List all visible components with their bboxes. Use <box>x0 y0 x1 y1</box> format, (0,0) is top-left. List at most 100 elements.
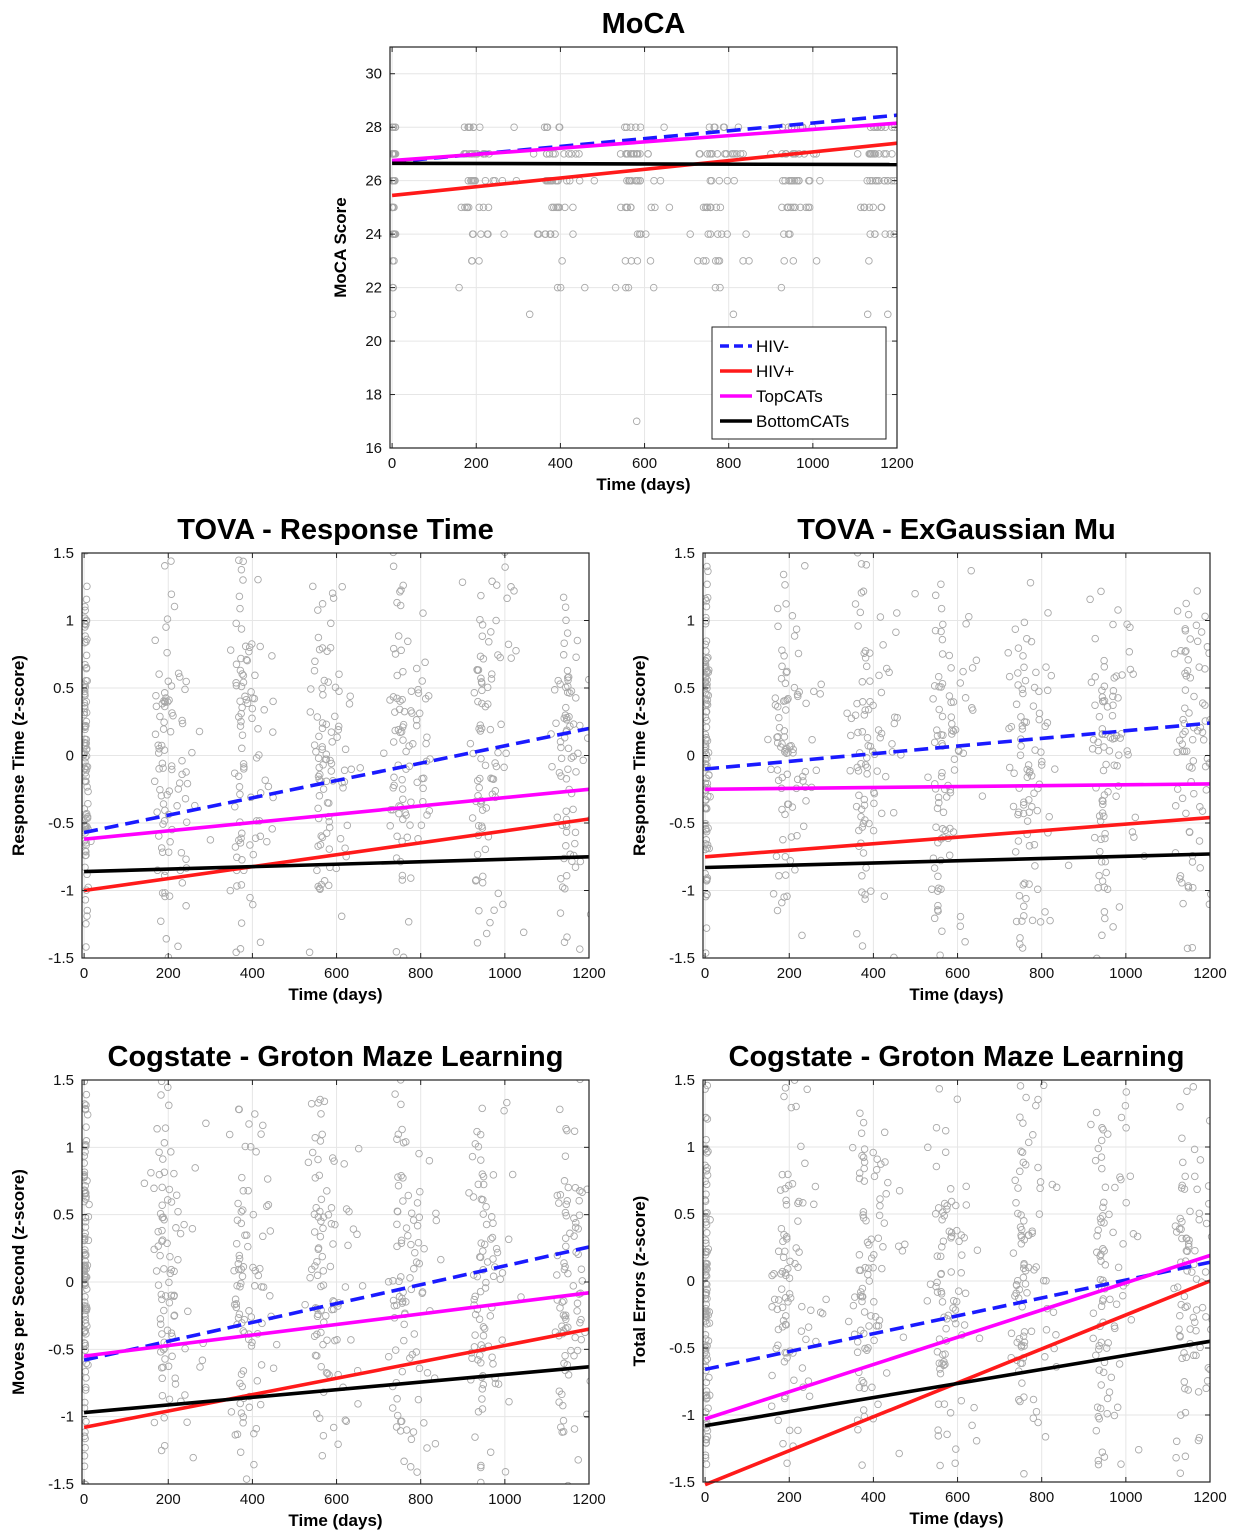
scatter-point <box>488 670 496 678</box>
scatter-point <box>703 640 710 649</box>
scatter-point <box>1100 682 1109 691</box>
scatter-point <box>344 1241 352 1250</box>
scatter-point <box>311 1133 319 1142</box>
scatter-point <box>389 562 398 571</box>
scatter-point <box>660 123 668 131</box>
scatter-point <box>1019 1119 1027 1127</box>
scatter-point <box>858 872 866 880</box>
y-tick-label: 20 <box>365 333 382 350</box>
scatter-point <box>792 1244 800 1252</box>
x-tick-label: 800 <box>408 1491 433 1508</box>
scatter-point <box>936 1461 944 1470</box>
scatter-point <box>859 1118 868 1127</box>
scatter-point <box>1020 618 1029 627</box>
scatter-point <box>882 150 890 158</box>
scatter-point <box>945 1227 954 1236</box>
scatter-point <box>781 1084 790 1092</box>
scatter-point <box>780 230 788 238</box>
scatter-point <box>308 1148 317 1157</box>
scatter-point <box>82 602 89 611</box>
scatter-point <box>393 1395 401 1403</box>
scatter-point <box>593 746 600 753</box>
y-tick-label: 0 <box>687 748 695 765</box>
scatter-point <box>782 668 791 677</box>
scatter-point <box>797 1142 805 1151</box>
scatter-point <box>1020 1217 1028 1225</box>
scatter-point <box>157 1364 166 1372</box>
scatter-point <box>398 876 407 884</box>
x-tick-label: 1200 <box>880 455 913 472</box>
scatter-point <box>163 698 172 706</box>
scatter-point <box>328 589 337 597</box>
scatter-point <box>1211 1038 1218 1045</box>
scatter-point <box>556 737 565 746</box>
y-tick-label: 26 <box>365 173 382 190</box>
scatter-point <box>932 823 940 831</box>
scatter-point <box>1177 1411 1185 1419</box>
scatter-point <box>313 1271 322 1280</box>
y-tick-label: 1.5 <box>53 545 74 562</box>
scatter-point <box>471 877 480 885</box>
scatter-point <box>1105 1210 1113 1219</box>
scatter-point <box>272 1340 281 1349</box>
scatter-point <box>706 230 715 238</box>
scatter-point <box>622 283 630 292</box>
scatter-point <box>1128 828 1137 836</box>
scatter-point <box>175 779 184 787</box>
scatter-point <box>1178 747 1187 755</box>
scatter-point <box>480 1240 489 1249</box>
scatter-point <box>314 1213 323 1221</box>
scatter-point <box>780 1092 788 1101</box>
scatter-point <box>781 176 789 185</box>
scatter-point <box>959 667 967 676</box>
scatter-point <box>82 515 89 522</box>
scatter-point <box>1122 1088 1131 1096</box>
scatter-point <box>1091 701 1099 709</box>
scatter-point <box>972 656 981 665</box>
scatter-point <box>340 1160 348 1168</box>
scatter-point <box>1097 1257 1105 1265</box>
scatter-point <box>158 1236 167 1244</box>
scatter-point <box>937 580 945 588</box>
scatter-point <box>860 1164 868 1173</box>
x-tick-label: 800 <box>716 455 741 472</box>
scatter-point <box>412 664 421 673</box>
scatter-point <box>163 1196 172 1204</box>
scatter-point <box>931 591 940 600</box>
scatter-point <box>319 785 328 793</box>
scatter-point <box>235 1105 243 1114</box>
scatter-point <box>586 1377 589 1385</box>
scatter-point <box>933 1288 942 1296</box>
scatter-point <box>804 203 813 212</box>
scatter-point <box>583 734 589 742</box>
scatter-point <box>703 1309 710 1317</box>
scatter-point <box>703 676 711 684</box>
scatter-point <box>1171 802 1180 810</box>
scatter-point <box>182 768 190 776</box>
scatter-point <box>412 1258 421 1266</box>
scatter-point <box>933 1278 941 1287</box>
scatter-point <box>160 718 168 726</box>
scatter-point <box>259 1121 267 1130</box>
scatter-point <box>953 1095 962 1103</box>
scatter-point <box>865 257 873 265</box>
scatter-point <box>1177 1300 1185 1309</box>
scatter-point <box>341 745 350 754</box>
scatter-point <box>739 257 747 265</box>
scatter-point <box>627 203 635 212</box>
scatter-point <box>774 622 782 631</box>
scatter-point <box>769 890 778 898</box>
scatter-point <box>324 678 332 686</box>
scatter-point <box>476 1287 485 1296</box>
scatter-point <box>899 1333 908 1341</box>
scatter-point <box>317 1217 325 1225</box>
scatter-point <box>854 767 863 775</box>
scatter-point <box>1134 1445 1143 1454</box>
scatter-point <box>317 1362 325 1371</box>
scatter-point <box>1025 842 1034 850</box>
scatter-point <box>1124 750 1132 759</box>
y-tick-label: -0.5 <box>669 815 695 832</box>
scatter-point <box>569 720 578 728</box>
scatter-point <box>1100 908 1109 916</box>
scatter-point <box>703 1357 710 1366</box>
